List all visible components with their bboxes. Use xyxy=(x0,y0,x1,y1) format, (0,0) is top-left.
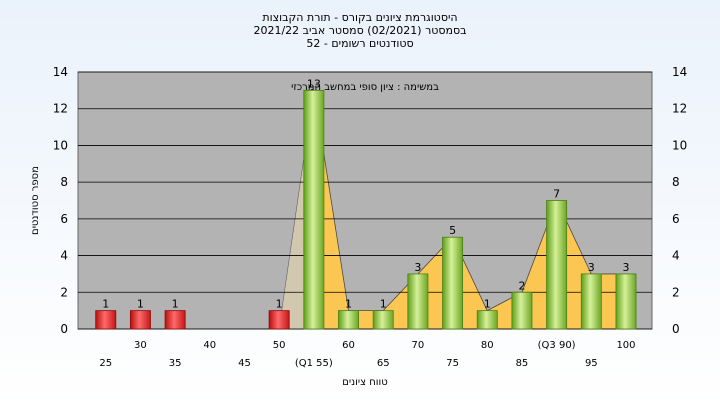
bar xyxy=(338,310,359,330)
bar xyxy=(303,89,325,330)
x-tick-label: 85 xyxy=(516,358,529,369)
bar xyxy=(95,310,117,330)
data-label: 1 xyxy=(172,298,179,311)
y-tick-label-left: 0 xyxy=(60,322,68,336)
bar xyxy=(546,200,568,330)
bar xyxy=(129,310,151,330)
bar xyxy=(268,310,290,330)
y-tick-label-right: 2 xyxy=(672,285,680,299)
y-tick-label-left: 12 xyxy=(53,102,68,116)
bar xyxy=(511,291,533,330)
y-tick-label-left: 10 xyxy=(53,138,68,152)
x-tick-label: 60 xyxy=(342,340,355,351)
x-tick-label: 35 xyxy=(169,358,182,369)
data-label: 2 xyxy=(518,279,525,292)
y-tick-label-right: 10 xyxy=(672,138,687,152)
bar xyxy=(442,236,464,330)
chart-subtitle: במשימה : ציון סופי במחשב המרכזי xyxy=(291,82,439,93)
y-tick-label-right: 6 xyxy=(672,212,680,226)
bar xyxy=(407,273,429,330)
x-tick-label: 70 xyxy=(412,340,425,351)
data-label: 13 xyxy=(307,77,321,90)
x-tick-label: (Q3 90) xyxy=(538,340,576,351)
y-tick-label-left: 6 xyxy=(60,212,68,226)
bar xyxy=(372,310,394,330)
chart-title-line-3: סטודנטים רשומים - 52 xyxy=(306,37,414,50)
data-label: 1 xyxy=(276,298,283,311)
data-label: 1 xyxy=(345,298,352,311)
data-label: 3 xyxy=(414,261,421,274)
data-label: 3 xyxy=(622,261,629,274)
x-axis-label: טווח ציונים xyxy=(342,377,387,388)
y-tick-label-left: 4 xyxy=(60,249,68,263)
x-tick-label: (Q1 55) xyxy=(295,358,333,369)
data-label: 3 xyxy=(588,261,595,274)
chart-title-line-2: בסמסטר (02/2021) סמסטר אביב 2021/22 xyxy=(253,24,467,37)
data-label: 1 xyxy=(484,298,491,311)
y-tick-label-left: 14 xyxy=(53,65,68,79)
y-axis-label: מספר סטודנטים xyxy=(30,166,41,235)
data-label: 1 xyxy=(380,298,387,311)
x-tick-label: 40 xyxy=(203,340,216,351)
y-tick-label-right: 0 xyxy=(672,322,680,336)
y-tick-label-right: 4 xyxy=(672,249,680,263)
y-tick-label-right: 8 xyxy=(672,175,680,189)
x-tick-label: 50 xyxy=(273,340,286,351)
y-tick-label-left: 2 xyxy=(60,285,68,299)
bar xyxy=(580,273,602,330)
x-tick-label: 100 xyxy=(616,340,635,351)
x-tick-label: 25 xyxy=(99,358,112,369)
x-tick-label: 30 xyxy=(134,340,147,351)
y-tick-label-left: 8 xyxy=(60,175,68,189)
data-label: 7 xyxy=(553,188,560,201)
x-tick-label: 75 xyxy=(446,358,459,369)
x-tick-label: 45 xyxy=(238,358,251,369)
x-tick-label: 80 xyxy=(481,340,494,351)
data-label: 1 xyxy=(137,298,144,311)
data-label: 1 xyxy=(102,298,109,311)
bar xyxy=(615,273,637,330)
x-tick-label: 65 xyxy=(377,358,390,369)
bar xyxy=(164,310,186,330)
x-tick-label: 95 xyxy=(585,358,598,369)
y-tick-label-right: 14 xyxy=(672,65,687,79)
bar xyxy=(476,310,498,330)
data-label: 5 xyxy=(449,224,456,237)
chart-title-line-1: היסטוגרמת ציונים בקורס - תורת הקבוצות xyxy=(262,11,458,24)
y-tick-label-right: 12 xyxy=(672,102,687,116)
